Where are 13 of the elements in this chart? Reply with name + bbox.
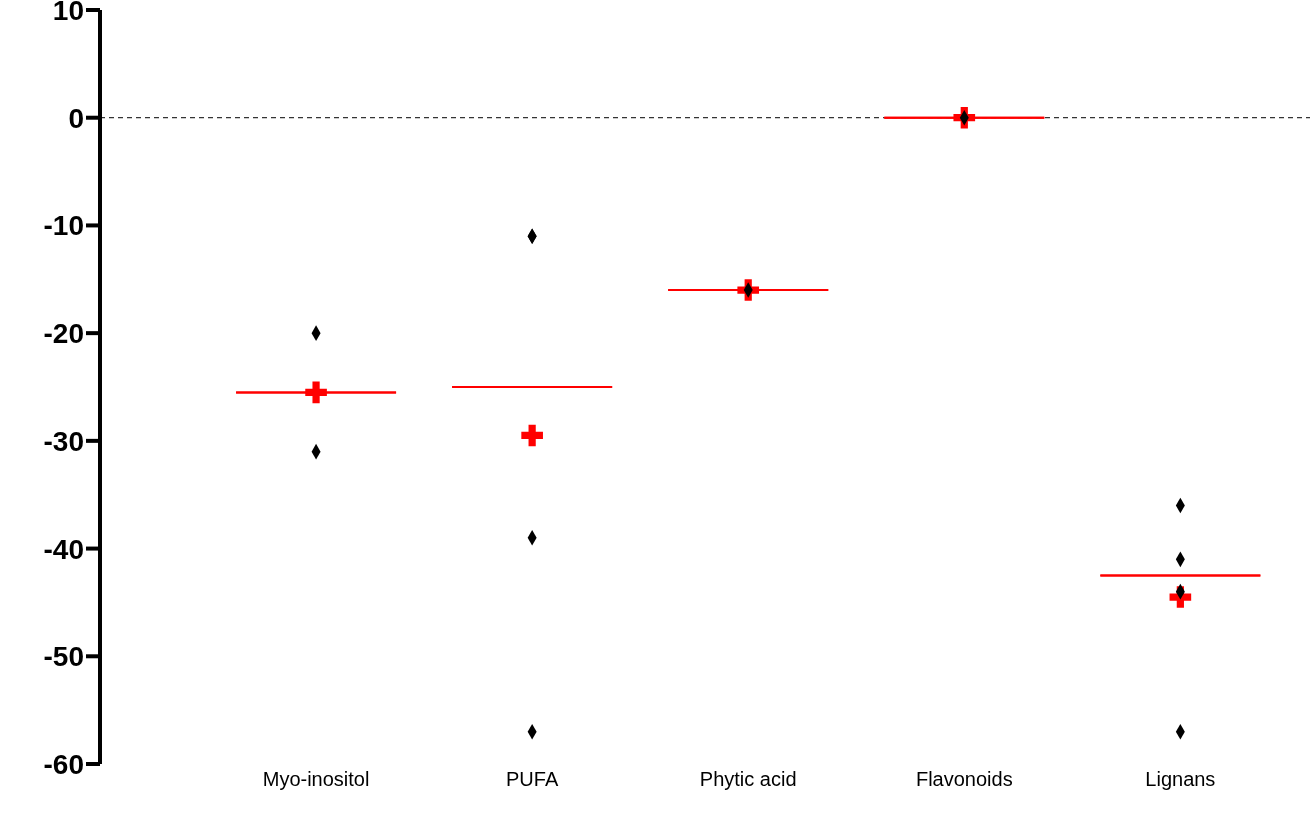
x-tick-label: Phytic acid bbox=[699, 768, 797, 791]
x-tick-label: PUFA bbox=[506, 768, 559, 791]
y-tick-label: 10 bbox=[52, 0, 84, 26]
y-tick-label: -60 bbox=[43, 748, 84, 780]
y-tick-label: -30 bbox=[43, 425, 84, 457]
y-tick-label: 0 bbox=[68, 102, 84, 134]
y-tick-label: -20 bbox=[43, 318, 84, 350]
y-tick-label: -50 bbox=[43, 641, 84, 673]
x-tick-label: Lignans bbox=[1145, 768, 1216, 791]
x-tick-label: Myo-inositol bbox=[262, 768, 370, 791]
y-tick-label: -40 bbox=[43, 533, 84, 565]
y-tick-label: -10 bbox=[43, 210, 84, 242]
x-tick-label: Flavonoids bbox=[915, 768, 1013, 791]
